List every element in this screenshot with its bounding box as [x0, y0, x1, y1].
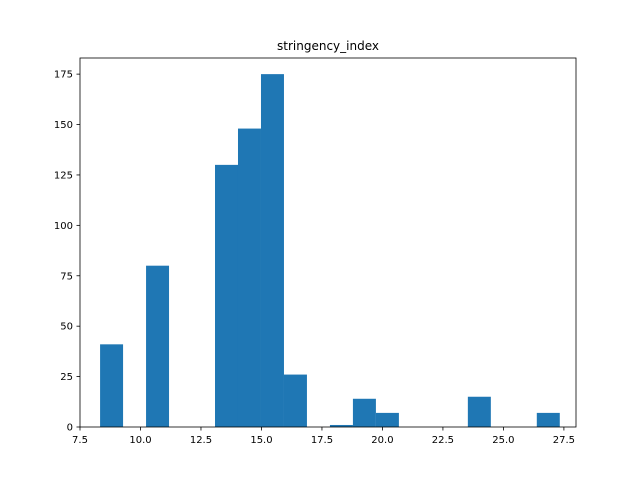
histogram-bar-12: [375, 412, 399, 427]
histogram-bar-7: [260, 74, 284, 427]
y-tick-label: 100: [54, 221, 73, 232]
histogram-bar-2: [146, 265, 170, 427]
histogram-bar-8: [283, 374, 307, 427]
y-tick-label: 50: [60, 322, 73, 333]
x-tick-label: 17.5: [311, 435, 333, 446]
histogram-bar-5: [215, 164, 238, 427]
y-tick-label: 125: [54, 170, 73, 181]
histogram-bar-11: [352, 398, 376, 427]
histogram-bar-16: [467, 396, 491, 427]
histogram-bar-0: [100, 344, 124, 427]
y-tick-label: 25: [60, 372, 73, 383]
x-tick-label: 27.5: [553, 435, 575, 446]
x-tick-label: 20.0: [371, 435, 393, 446]
y-tick-label: 0: [67, 423, 73, 434]
chart-title: stringency_index: [277, 39, 379, 53]
bars-layer: [100, 74, 560, 427]
x-tick-label: 25.0: [492, 435, 514, 446]
x-tick-label: 7.5: [72, 435, 88, 446]
y-tick-label: 75: [60, 271, 73, 282]
plot-frame: [79, 57, 577, 428]
y-tick-label: 175: [54, 70, 73, 81]
histogram-bar-10: [329, 424, 353, 427]
x-tick-label: 15.0: [250, 435, 272, 446]
x-tick-label: 10.0: [129, 435, 151, 446]
histogram-bar-19: [536, 412, 560, 427]
x-tick-label: 22.5: [432, 435, 454, 446]
histogram-bar-6: [237, 128, 261, 427]
y-tick-label: 150: [54, 120, 73, 131]
x-tick-label: 12.5: [190, 435, 212, 446]
x-axis: 7.5 10.0 12.5 15.0 17.5 20.0 22.5 25.0 27.5: [72, 427, 575, 446]
y-axis: 0 25 50 75 100 125 150 175: [54, 70, 80, 434]
